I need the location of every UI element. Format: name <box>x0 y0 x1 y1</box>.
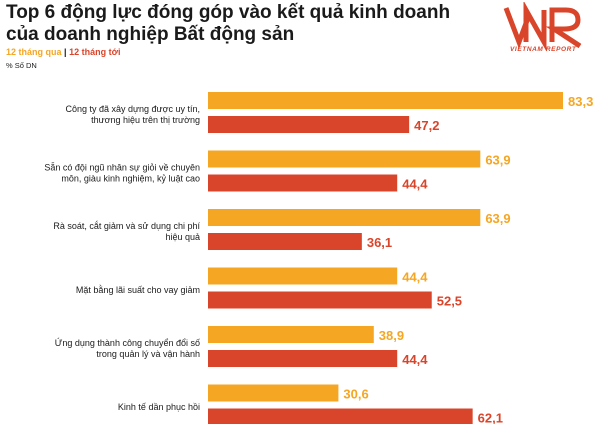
category-label: môn, giàu kinh nghiệm, kỷ luật cao <box>61 174 200 184</box>
data-label: 30,6 <box>343 387 368 402</box>
data-label: 44,4 <box>402 270 428 285</box>
legend: 12 tháng qua | 12 tháng tới <box>6 47 120 58</box>
data-label: 63,9 <box>485 211 510 226</box>
bar-series-2 <box>208 174 398 192</box>
legend-series-2: 12 tháng tới <box>69 47 121 57</box>
vnr-logo <box>503 2 582 52</box>
bar-series-1 <box>208 150 481 168</box>
data-label: 38,9 <box>379 328 404 343</box>
chart-title: Top 6 động lực đóng góp vào kết quả kinh… <box>6 2 451 45</box>
bar-series-1 <box>208 92 563 109</box>
bar-series-1 <box>208 267 398 285</box>
bar-series-2 <box>208 408 473 424</box>
data-label: 36,1 <box>367 235 392 250</box>
category-label: Ứng dụng thành công chuyển đổi số <box>55 338 200 348</box>
bar-series-1 <box>208 326 374 343</box>
data-label: 52,5 <box>437 294 462 309</box>
data-label: 47,2 <box>414 118 439 133</box>
category-label: trong quản lý và vận hành <box>96 349 200 359</box>
legend-separator: | <box>64 47 67 57</box>
bar-series-1 <box>208 384 339 402</box>
unit-label: % Số DN <box>6 61 37 70</box>
data-label: 44,4 <box>402 177 428 192</box>
category-label: Sẵn có đội ngũ nhân sự giỏi về chuyên <box>44 163 200 173</box>
category-label: hiệu quả <box>165 232 200 242</box>
category-label: thương hiệu trên thị trường <box>91 115 200 125</box>
bar-series-2 <box>208 233 362 250</box>
category-label: Công ty đã xây dựng được uy tín, <box>65 104 200 114</box>
data-label: 63,9 <box>485 153 510 168</box>
data-label: 83,3 <box>568 94 593 109</box>
category-label: Mặt bằng lãi suất cho vay giảm <box>76 285 200 295</box>
logo-wordmark: VIETNAM REPORT <box>510 46 577 53</box>
bar-series-2 <box>208 291 432 309</box>
bar-series-2 <box>208 350 398 367</box>
bar-series-2 <box>208 116 410 133</box>
data-label: 44,4 <box>402 352 428 367</box>
bar-series-1 <box>208 209 481 226</box>
legend-series-1: 12 tháng qua <box>6 47 62 57</box>
data-label: 62,1 <box>478 411 503 424</box>
category-label: Rà soát, cắt giảm và sử dụng chi phí <box>53 221 200 231</box>
category-label: Kinh tế dần phục hồi <box>118 402 200 412</box>
